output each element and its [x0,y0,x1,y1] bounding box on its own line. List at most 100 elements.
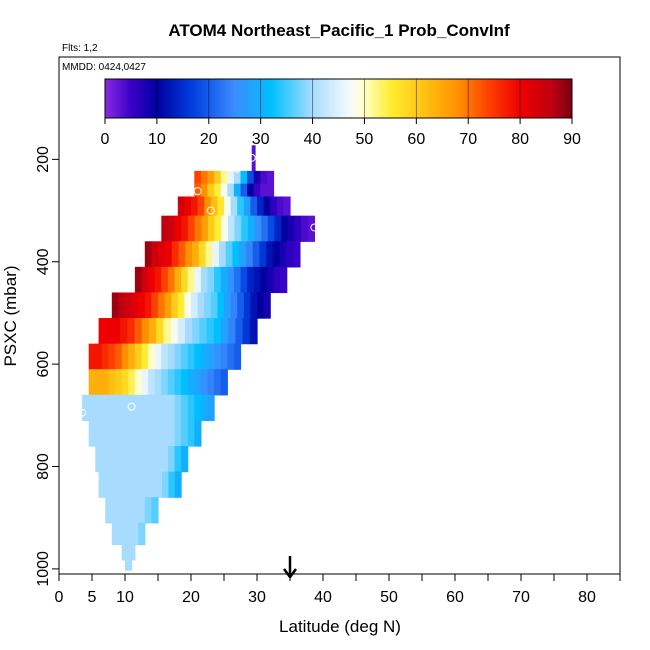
location-arrow [283,556,297,580]
x-tick-label: 10 [116,589,134,606]
heatmap-cell [210,196,218,217]
heatmap-cell [266,266,275,294]
heatmap-cell [243,292,251,319]
heatmap-cell [161,266,169,294]
heatmap-cell [115,394,123,422]
heatmap-cell [101,420,110,447]
heatmap-cell [95,343,103,370]
y-tick-label: 600 [35,351,52,378]
colorbar-tick-label: 0 [101,131,110,148]
heatmap-cell [88,420,96,447]
heatmap-cell [187,215,196,242]
heatmap-cell [181,446,189,473]
y-tick-label: 400 [35,248,52,275]
heatmap-cell [206,318,215,345]
heatmap-cell [200,369,209,396]
heatmap-cell [134,446,143,473]
heatmap-cell [220,266,228,294]
colorbar-tick-label: 30 [252,131,270,148]
heatmap-cell [279,241,288,268]
sample-marker [88,320,96,329]
heatmap-cell [134,420,143,447]
heatmap-cell [141,266,149,294]
heatmap-cell [113,318,121,345]
heatmap-cell [149,471,157,498]
heatmap-cell [200,394,209,422]
markers [78,153,319,417]
heatmap-cell [187,369,195,396]
sample-marker [310,223,319,232]
heatmap-cell [194,369,202,396]
heatmap-cell [184,196,192,217]
y-tick-label: 200 [35,146,52,173]
heatmap-cell [174,215,182,242]
heatmap-cell [156,318,164,345]
heatmap-cell [101,369,110,396]
heatmap-cell [125,559,133,571]
heatmap-cell [128,343,136,370]
heatmap-cell [233,343,242,370]
heatmap-cell [221,215,229,242]
heatmap-cell [247,215,256,242]
flights-label: Flts: 1,2 [62,43,98,54]
heatmap-cell [199,318,208,345]
heatmap-cell [168,471,176,498]
heatmap-cell [207,215,216,242]
heatmap-cell [88,369,96,396]
heatmap-cell [174,394,182,422]
heatmap-cell [233,170,242,185]
heatmap-cell [220,183,228,198]
heatmap-cell [104,471,112,498]
heatmap-cell [181,215,189,242]
x-axis-label: Latitude (deg N) [279,617,401,636]
heatmap-cell [227,266,235,294]
heatmap-cell [177,292,185,319]
heatmap-cell [148,343,156,370]
heatmap-cell [194,183,202,198]
heatmap-cell [185,318,193,345]
heatmap-cell [181,266,189,294]
heatmap-cell [239,241,247,268]
heatmap-cell [243,196,251,217]
colorbar-boundaries [104,79,573,118]
heatmap-cell [240,170,248,185]
y-axis: 200 400 600 800 1000 [35,146,59,587]
heatmap-cell [174,343,182,370]
sample-marker [193,187,202,196]
heatmap-cell [154,420,162,447]
heatmap-cell [138,497,146,524]
heatmap-cell [187,343,195,370]
heatmap-cell [225,241,234,268]
heatmap-cell [263,196,271,217]
heatmap-cell [194,170,202,185]
chart-title: ATOM4 Northeast_Pacific_1 Prob_ConvInf [168,21,510,40]
heatmap-cell [125,522,133,546]
heatmap-cell [192,318,200,345]
heatmap-cell [181,420,189,447]
heatmap-cell [138,522,146,546]
heatmap-cell [127,318,136,345]
heatmap-cell [250,196,258,217]
sample-marker [247,153,256,162]
heatmap-cell [151,241,159,268]
heatmap-cell [247,266,255,294]
heatmap-cell [134,394,143,422]
heatmap-cell [141,318,150,345]
heatmap-cell [181,394,189,422]
heatmap-cell [207,394,215,422]
heatmap-cell [214,183,222,198]
heatmap-cell [197,292,205,319]
x-axis: 0 5 10 20 30 40 50 60 70 80 [55,574,621,606]
heatmap-cell [111,471,119,498]
heatmap-cell [240,183,248,198]
heatmap-cell [82,394,90,422]
heatmap-cell [141,446,149,473]
heatmap-cell [187,266,195,294]
heatmap-cell [164,292,172,319]
heatmap-cell [260,170,268,185]
heatmap-cell [177,196,185,217]
heatmap-cell [217,196,225,217]
colorbar-tick-label: 10 [148,131,166,148]
heatmap-cell [155,471,163,498]
heatmap-cell [148,446,156,473]
